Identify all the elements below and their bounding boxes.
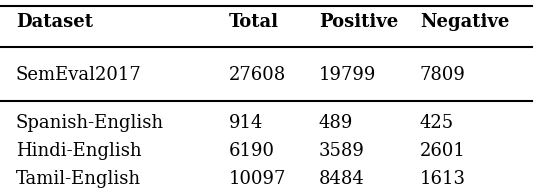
Text: 10097: 10097 — [229, 170, 286, 188]
Text: Hindi-English: Hindi-English — [16, 142, 142, 160]
Text: Positive: Positive — [319, 13, 398, 31]
Text: 1613: 1613 — [420, 170, 466, 188]
Text: 425: 425 — [420, 114, 454, 132]
Text: 7809: 7809 — [420, 66, 466, 84]
Text: 489: 489 — [319, 114, 354, 132]
Text: Spanish-English: Spanish-English — [16, 114, 164, 132]
Text: 2601: 2601 — [420, 142, 466, 160]
Text: SemEval2017: SemEval2017 — [16, 66, 142, 84]
Text: 8484: 8484 — [319, 170, 365, 188]
Text: 6190: 6190 — [229, 142, 274, 160]
Text: Total: Total — [229, 13, 279, 31]
Text: 27608: 27608 — [229, 66, 286, 84]
Text: 914: 914 — [229, 114, 263, 132]
Text: Tamil-English: Tamil-English — [16, 170, 141, 188]
Text: 19799: 19799 — [319, 66, 376, 84]
Text: Negative: Negative — [420, 13, 509, 31]
Text: 3589: 3589 — [319, 142, 365, 160]
Text: Dataset: Dataset — [16, 13, 93, 31]
